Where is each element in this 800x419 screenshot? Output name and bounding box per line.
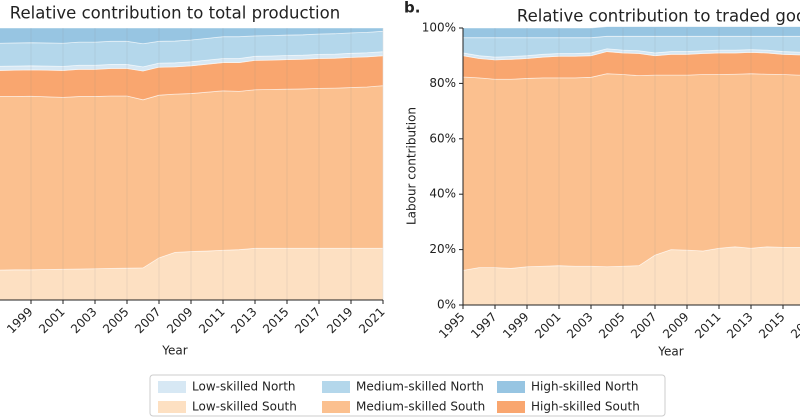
x-tick-label: 2019 bbox=[324, 305, 355, 336]
x-tick-label: 2011 bbox=[692, 310, 723, 341]
y-tick-label: 80% bbox=[429, 76, 456, 90]
x-axis-label: Year bbox=[161, 344, 187, 358]
x-tick-label: 2003 bbox=[68, 305, 99, 336]
legend-swatch bbox=[158, 401, 186, 413]
x-tick-label: 2013 bbox=[724, 310, 755, 341]
x-tick-label: 2005 bbox=[596, 310, 627, 341]
panel-label: b. bbox=[404, 0, 420, 17]
x-tick-label: 2017 bbox=[292, 305, 323, 336]
chart-title: Relative contribution to traded goods bbox=[517, 7, 800, 26]
legend-swatch bbox=[322, 381, 350, 393]
area bbox=[462, 26, 800, 39]
legend-swatch bbox=[497, 381, 525, 393]
legend-box bbox=[149, 374, 666, 417]
y-tick-label: 60% bbox=[429, 131, 456, 145]
x-tick-label: 1997 bbox=[0, 305, 4, 336]
area bbox=[462, 73, 800, 271]
x-tick-label: 2009 bbox=[164, 305, 195, 336]
x-tick-label: 2001 bbox=[36, 305, 67, 336]
y-axis-label: Labour contribution bbox=[405, 107, 419, 225]
chart-title: Relative contribution to total productio… bbox=[10, 4, 340, 23]
x-tick-label: 2005 bbox=[100, 305, 131, 336]
legend-label: Low-skilled South bbox=[192, 400, 297, 414]
x-tick-label: 1995 bbox=[436, 310, 467, 341]
y-tick-label: 100% bbox=[422, 21, 456, 35]
legend-label: High-skilled North bbox=[531, 380, 639, 394]
x-tick-label: 2007 bbox=[132, 305, 163, 336]
x-tick-label: 2001 bbox=[532, 310, 563, 341]
y-tick-label: 0% bbox=[437, 298, 456, 312]
x-tick-label: 2021 bbox=[356, 305, 387, 336]
plot bbox=[0, 27, 384, 301]
legend-swatch bbox=[497, 401, 525, 413]
x-tick-label: 2013 bbox=[228, 305, 259, 336]
x-tick-label: 1999 bbox=[500, 310, 531, 341]
legend-swatch bbox=[322, 401, 350, 413]
x-tick-label: 2017 bbox=[788, 310, 800, 341]
x-tick-label: 1997 bbox=[468, 310, 499, 341]
y-tick-label: 40% bbox=[429, 187, 456, 201]
x-tick-label: 2015 bbox=[756, 310, 787, 341]
x-tick-label: 2009 bbox=[660, 310, 691, 341]
x-tick-label: 1999 bbox=[4, 305, 35, 336]
area bbox=[0, 27, 384, 45]
legend-label: Medium-skilled South bbox=[356, 400, 485, 414]
x-tick-label: 2003 bbox=[564, 310, 595, 341]
legend-label: Medium-skilled North bbox=[356, 380, 484, 394]
x-tick-label: 2011 bbox=[196, 305, 227, 336]
legend-label: High-skilled South bbox=[531, 400, 640, 414]
x-axis-label: Year bbox=[657, 345, 683, 359]
x-tick-label: 2007 bbox=[628, 310, 659, 341]
x-tick-label: 2015 bbox=[260, 305, 291, 336]
plot bbox=[462, 26, 800, 306]
y-tick-label: 20% bbox=[429, 242, 456, 256]
legend-swatch bbox=[158, 381, 186, 393]
legend-label: Low-skilled North bbox=[192, 380, 296, 394]
